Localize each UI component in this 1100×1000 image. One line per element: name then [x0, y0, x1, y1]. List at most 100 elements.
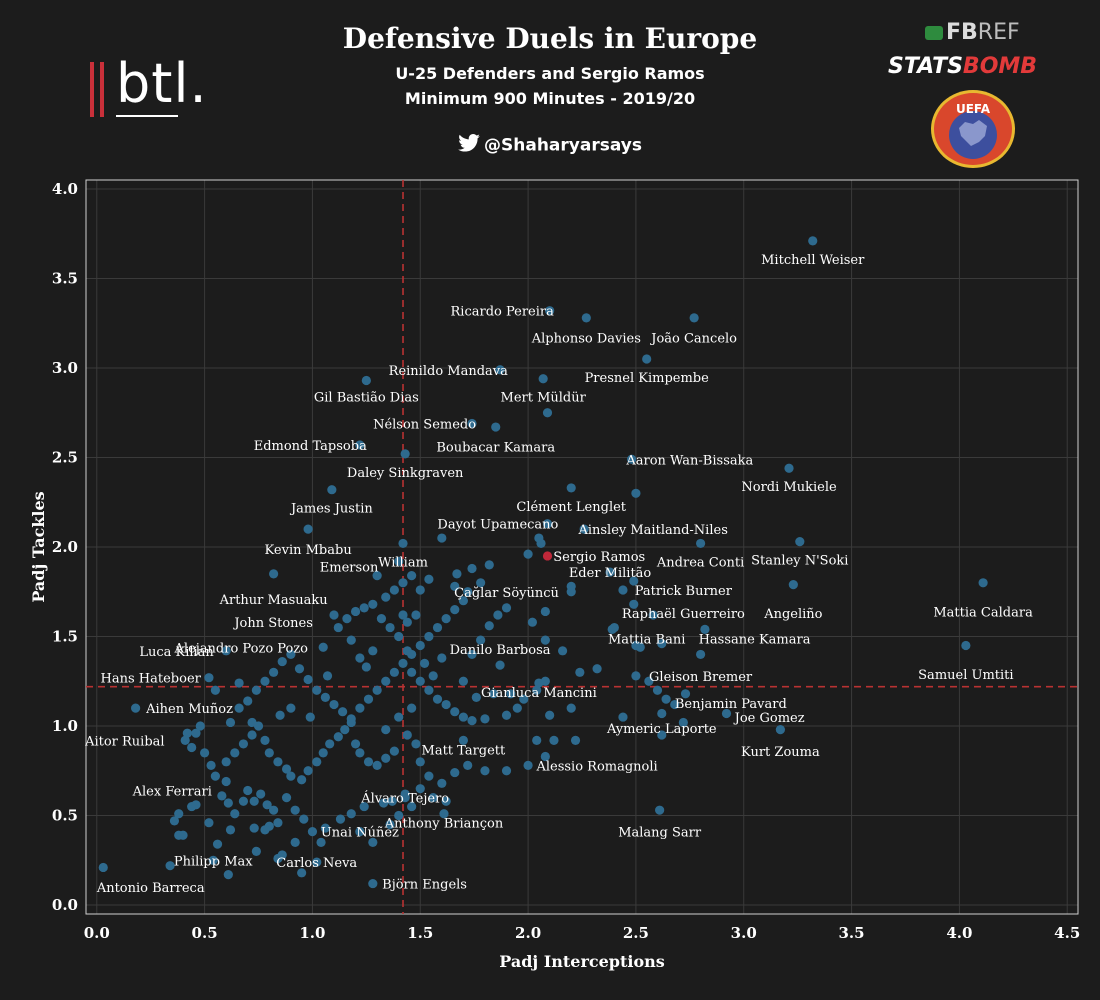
data-point — [721, 708, 732, 719]
point-label: Boubacar Kamara — [436, 441, 555, 456]
data-point — [350, 606, 361, 617]
point-label: James Justin — [289, 502, 373, 517]
point-label: Gil Bastião Dias — [314, 391, 419, 406]
data-point — [411, 610, 421, 620]
point-label: Mitchell Weiser — [761, 253, 865, 268]
data-point — [532, 685, 542, 695]
x-tick-label: 0.0 — [84, 924, 110, 942]
data-point — [333, 732, 343, 742]
data-point — [234, 703, 244, 713]
data-point — [441, 796, 451, 806]
data-point — [385, 622, 395, 633]
data-point — [273, 757, 283, 767]
data-point — [333, 622, 343, 633]
data-point — [281, 793, 292, 803]
data-point — [495, 365, 505, 375]
data-point — [545, 710, 555, 720]
data-point — [536, 538, 546, 549]
x-tick-label: 4.5 — [1054, 924, 1080, 942]
point-label: Kevin Mbabu — [265, 543, 352, 558]
data-point — [191, 800, 201, 810]
data-point — [286, 703, 296, 713]
data-point — [299, 814, 309, 824]
data-point — [320, 823, 330, 833]
data-point — [629, 599, 639, 609]
data-point — [458, 735, 468, 745]
data-point — [251, 846, 261, 856]
data-point — [424, 771, 434, 781]
twitter-handle[interactable]: @Shaharyarsays — [0, 134, 1100, 157]
data-point — [627, 454, 637, 464]
data-point — [424, 574, 434, 584]
x-tick-label: 2.5 — [623, 924, 649, 942]
data-point — [275, 710, 285, 720]
data-point — [318, 642, 328, 652]
data-point — [260, 825, 270, 835]
point-label: Anthony Briançon — [384, 817, 504, 832]
data-point — [318, 748, 328, 758]
data-point — [221, 776, 231, 787]
data-point — [540, 606, 550, 617]
chart-subtitle-season: Minimum 900 Minutes - 2019/20 — [404, 89, 696, 108]
data-point — [775, 725, 786, 735]
data-point — [467, 716, 477, 726]
data-point — [398, 658, 408, 668]
data-point — [432, 694, 443, 704]
data-point — [484, 560, 494, 570]
data-point — [234, 678, 244, 688]
data-point — [269, 569, 279, 579]
data-point — [631, 488, 641, 498]
data-point — [696, 649, 706, 660]
data-point — [368, 646, 378, 656]
point-label: Alejandro Pozo Pozo — [174, 641, 309, 656]
y-tick-label: 2.5 — [52, 448, 78, 466]
data-point — [243, 696, 253, 706]
data-point — [542, 519, 553, 529]
data-point — [635, 642, 645, 652]
data-point — [458, 712, 468, 722]
data-point — [249, 823, 259, 833]
data-point — [389, 667, 399, 677]
data-point — [795, 537, 805, 547]
data-point — [670, 699, 680, 710]
data-point — [286, 649, 296, 660]
data-point — [652, 685, 663, 695]
data-point — [368, 837, 378, 847]
data-point — [247, 730, 257, 740]
data-point — [605, 567, 615, 577]
data-point — [402, 617, 412, 627]
data-point — [398, 578, 408, 588]
data-point — [549, 735, 559, 745]
data-point — [428, 671, 438, 681]
data-point — [98, 862, 108, 873]
data-point — [439, 809, 449, 819]
data-point — [247, 717, 257, 728]
point-label: William — [378, 555, 428, 570]
point-label: Philipp Max — [174, 854, 253, 869]
data-point — [491, 422, 501, 432]
data-point — [575, 667, 585, 677]
data-point — [657, 730, 667, 740]
data-point — [372, 685, 382, 695]
data-point — [415, 784, 425, 794]
point-label: Andrea Conti — [656, 555, 744, 570]
data-point — [527, 617, 538, 627]
data-point — [174, 830, 184, 840]
data-point — [618, 712, 628, 722]
data-point — [476, 578, 486, 588]
data-point — [570, 735, 581, 745]
data-point — [579, 524, 589, 534]
data-point — [230, 748, 240, 758]
data-point — [273, 818, 283, 828]
data-point — [407, 703, 417, 713]
data-point — [327, 485, 337, 495]
data-point — [407, 667, 417, 677]
statsbomb-stats: STATS — [888, 54, 963, 79]
data-point — [678, 717, 688, 728]
data-point — [534, 678, 544, 688]
point-label: Luca Kilian — [139, 645, 214, 660]
point-label: Carlos Neva — [276, 856, 357, 871]
data-point — [346, 809, 356, 819]
data-point — [359, 801, 369, 812]
data-point — [312, 857, 322, 867]
